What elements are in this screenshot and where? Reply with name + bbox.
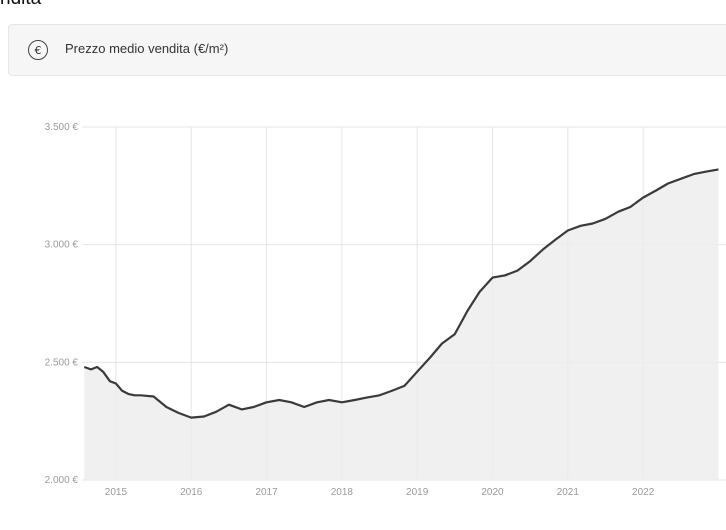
metric-selector[interactable]: € Prezzo medio vendita (€/m²) (8, 24, 726, 76)
x-tick-label: 2019 (406, 487, 429, 498)
y-tick-label: 2.500 € (45, 357, 79, 368)
y-tick-label: 2.000 € (45, 475, 79, 486)
y-tick-label: 3.000 € (45, 240, 79, 251)
x-tick-label: 2022 (632, 487, 655, 498)
price-line (83, 168, 719, 419)
x-tick-label: 2016 (180, 487, 203, 498)
metric-label: Prezzo medio vendita (€/m²) (65, 41, 229, 56)
y-tick-label: 3.500 € (45, 122, 79, 133)
x-tick-label: 2017 (255, 487, 278, 498)
x-tick-label: 2020 (481, 487, 504, 498)
y-axis: 3.500 € 3.000 € 2.500 € 2.000 € (45, 122, 79, 486)
x-tick-label: 2015 (105, 487, 128, 498)
x-tick-label: 2018 (331, 487, 354, 498)
page-heading: ndita (0, 0, 41, 10)
euro-circle-icon: € (28, 40, 48, 60)
x-axis: 2015 2016 2017 2018 2019 2020 2021 2022 (105, 487, 655, 498)
price-area (84, 169, 719, 480)
x-tick-label: 2021 (557, 487, 580, 498)
